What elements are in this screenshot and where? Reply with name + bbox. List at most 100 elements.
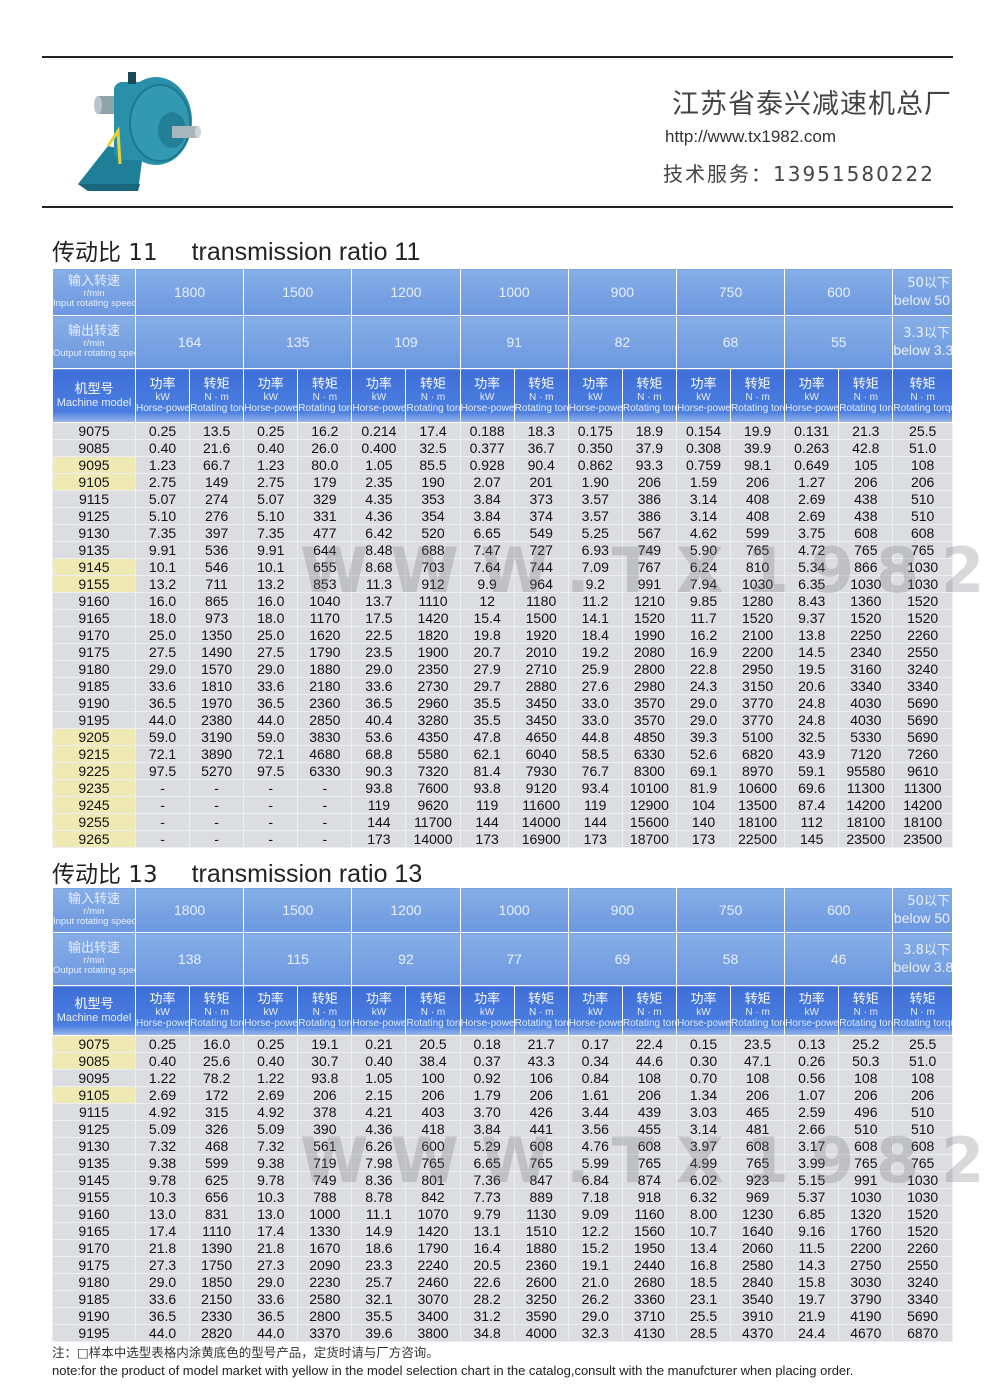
torque-cell: 1320 — [838, 1205, 894, 1223]
max-torque-cell: 108 — [892, 456, 953, 474]
torque-header-zh: 转矩 — [744, 377, 771, 392]
table-row: 9175 27.5 1490 27.5 1790 23.5 1900 20.7 2010 19.2… — [52, 643, 953, 661]
power-cell: 13.2 — [134, 575, 191, 593]
company-url[interactable]: http://www.tx1982.com — [665, 127, 837, 146]
cycloidal-reducer-icon — [78, 72, 201, 191]
torque-header-en: Rotating torque — [514, 403, 567, 414]
power-cell: 5.25 — [567, 524, 623, 542]
table-row: 9115 5.07 274 5.07 329 4.35 353 3.84 373 3.57 386 3… — [52, 490, 953, 508]
output-speed-cell: 82 — [567, 315, 677, 369]
torque-cell: 3890 — [189, 745, 245, 763]
torque-cell: 418 — [405, 1120, 461, 1138]
torque-header-en: Rotating torque — [893, 403, 952, 414]
torque-cell: 1520 — [730, 609, 786, 627]
machine-model-header: 机型号 Machine model — [52, 985, 136, 1036]
power-cell: 0.84 — [567, 1069, 623, 1087]
power-header-unit: kW — [263, 392, 278, 403]
torque-cell: 1520 — [621, 609, 677, 627]
torque-cell: 719 — [297, 1154, 353, 1172]
max-torque-cell: 1520 — [892, 609, 953, 627]
power-header-en: Horse-power — [352, 1018, 406, 1029]
torque-cell: - — [297, 779, 353, 797]
power-cell: - — [243, 779, 299, 797]
machine-model-cell: 9265 — [52, 830, 136, 848]
torque-header-zh: 转矩 — [636, 377, 663, 392]
power-cell: 15.8 — [784, 1273, 840, 1291]
torque-cell: 2820 — [189, 1324, 245, 1342]
torque-cell: 455 — [621, 1120, 677, 1138]
torque-cell: 19.1 — [297, 1035, 353, 1053]
table-row: 9225 97.5 5270 97.5 6330 90.3 7320 81.4 7930 76.7… — [52, 762, 953, 780]
torque-cell: 2960 — [405, 694, 461, 712]
power-cell: 2.15 — [351, 1086, 407, 1104]
power-cell: 104 — [675, 796, 732, 814]
table-row: 9135 9.38 599 9.38 719 7.98 765 6.65 765 5.99 765 4… — [52, 1154, 953, 1172]
header-bottom-rule — [42, 206, 953, 208]
power-cell: 32.1 — [351, 1290, 407, 1308]
output-speed-cell: 91 — [459, 315, 569, 369]
power-cell: 47.8 — [459, 728, 515, 746]
power-cell: 13.8 — [784, 626, 840, 644]
torque-cell: 179 — [297, 473, 353, 491]
torque-cell: 100 — [405, 1069, 461, 1087]
machine-model-cell: 9195 — [52, 1324, 136, 1342]
table-row: 9255- - - -144 11700 144 14000 144 15600 140 18100… — [52, 813, 953, 831]
power-cell: 13.0 — [134, 1205, 191, 1223]
power-cell: 144 — [459, 813, 515, 831]
torque-cell: 78.2 — [189, 1069, 245, 1087]
torque-cell: 765 — [621, 1154, 677, 1172]
power-cell: 21.0 — [567, 1273, 623, 1291]
max-torque-cell: 1520 — [892, 1205, 953, 1223]
torque-header-zh: 转矩 — [528, 377, 555, 392]
output-speed-cell: 46 — [784, 932, 894, 986]
power-cell: 0.40 — [351, 1052, 407, 1070]
output-speed-cell: 115 — [243, 932, 353, 986]
torque-cell: 4850 — [621, 728, 677, 746]
ratio-13-title: 传动比 13 transmission ratio 13 — [52, 855, 422, 889]
torque-cell: 749 — [297, 1171, 353, 1189]
power-cell: 5.07 — [134, 490, 191, 508]
torque-cell: 7930 — [513, 762, 569, 780]
machine-model-cell: 9125 — [52, 507, 136, 525]
max-torque-cell: 5690 — [892, 728, 953, 746]
power-cell: 32.3 — [567, 1324, 623, 1342]
torque-cell: 1570 — [189, 660, 245, 678]
power-cell: 7.35 — [243, 524, 299, 542]
torque-cell: 1160 — [621, 1205, 677, 1223]
power-cell: 119 — [459, 796, 515, 814]
torque-cell: 36.7 — [513, 439, 569, 457]
ratio-11-title-zh: 传动比 11 — [52, 240, 158, 266]
torque-cell: 14200 — [838, 796, 894, 814]
power-cell: 3.56 — [567, 1120, 623, 1138]
power-cell: 69.1 — [675, 762, 732, 780]
torque-cell: 42.8 — [838, 439, 894, 457]
input-speed-cell: 900 — [567, 887, 677, 933]
torque-cell: 520 — [405, 524, 461, 542]
torque-cell: 13.5 — [189, 422, 245, 440]
power-cell: 1.90 — [567, 473, 623, 491]
torque-cell: 1130 — [513, 1205, 569, 1223]
power-cell: 22.8 — [675, 660, 732, 678]
power-cell: 7.64 — [459, 558, 515, 576]
output-speed-row: 输出转速 r/min Output rotating speed 164 135 109 9… — [52, 315, 953, 369]
max-torque-cell: 51.0 — [892, 439, 953, 457]
company-name: 江苏省泰兴减速机总厂 — [672, 89, 952, 120]
power-cell: 27.9 — [459, 660, 515, 678]
power-cell: 145 — [784, 830, 840, 848]
power-header: 功率 kW Horse-power — [784, 985, 840, 1036]
torque-cell: - — [189, 779, 245, 797]
input-speed-label-en: Input rotating speed — [53, 916, 136, 927]
power-cell: 6.26 — [351, 1137, 407, 1155]
torque-cell: 44.6 — [621, 1052, 677, 1070]
torque-header-unit: N · m — [637, 392, 662, 403]
torque-cell: 889 — [513, 1188, 569, 1206]
input-speed-cell: 1200 — [351, 268, 461, 316]
power-cell: 0.131 — [784, 422, 840, 440]
power-cell: 1.27 — [784, 473, 840, 491]
power-cell: 32.5 — [784, 728, 840, 746]
power-cell: 5.37 — [784, 1188, 840, 1206]
machine-model-cell: 9085 — [52, 1052, 136, 1070]
machine-model-cell: 9180 — [52, 660, 136, 678]
